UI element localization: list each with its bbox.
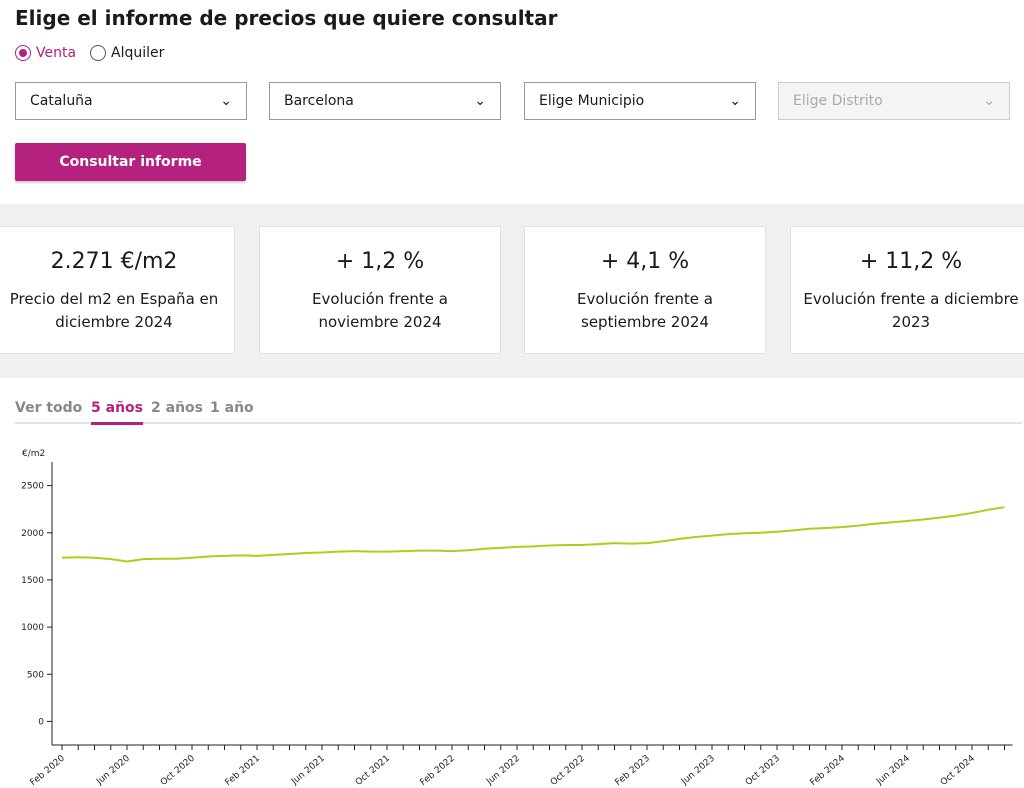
y-tick-label: 1000 <box>21 623 44 633</box>
price-line <box>61 506 1005 563</box>
select-label: Barcelona <box>284 93 354 109</box>
x-tick-label: Jun 2022 <box>484 754 522 788</box>
y-tick-label: 2000 <box>21 529 44 539</box>
y-tick-label: 0 <box>38 717 44 727</box>
chevron: ⌄ <box>729 93 741 109</box>
chevron: ⌄ <box>983 93 995 109</box>
x-tick-label: Jun 2020 <box>94 753 132 787</box>
x-tick-label: Feb 2024 <box>809 753 848 788</box>
x-tick-label: Oct 2020 <box>159 753 197 787</box>
x-tick-label: Jun 2024 <box>874 753 912 787</box>
y-axis-label: €/m2 <box>22 449 45 459</box>
x-tick-label: Oct 2023 <box>744 754 782 788</box>
x-tick-label: Jun 2023 <box>679 754 717 788</box>
tab[interactable]: 5 años <box>91 400 143 425</box>
stat-value: + 4,1 % <box>600 249 690 274</box>
x-tick-label: Oct 2022 <box>549 754 587 788</box>
select-label: Cataluña <box>30 93 93 109</box>
stat-card: + 11,2 % Evolución frente a diciembre 202… <box>790 226 1024 354</box>
radio-label: Alquiler <box>111 45 165 61</box>
stat-card: 2.271 €/m2 Precio del m2 en España en dic… <box>0 226 235 354</box>
stat-value: 2.271 €/m2 <box>50 249 178 274</box>
radio-venta[interactable]: Venta <box>15 45 76 61</box>
radio-dot <box>15 45 31 61</box>
stat-value: + 1,2 % <box>335 249 425 274</box>
chart: €/m2 0 500 1000 1500 2000 2500 Feb 2020 Jun 2020… <box>21 449 1013 788</box>
page-title: Elige el informe de precios que quiere c… <box>15 6 558 30</box>
x-tick-label: Feb 2021 <box>224 754 262 788</box>
tab[interactable]: 1 año <box>210 400 254 416</box>
x-tick-label: Feb 2023 <box>614 754 652 788</box>
tab-divider <box>15 422 1022 424</box>
select[interactable]: Barcelona ⌄ <box>269 82 501 120</box>
select[interactable]: Elige Municipio ⌄ <box>524 82 756 120</box>
stat-label: Evolución frente a noviembre 2024 <box>312 290 448 331</box>
x-tick-label: Oct 2024 <box>939 753 977 787</box>
stat-label: Precio del m2 en España en diciembre 202… <box>9 290 219 331</box>
radio-dot <box>90 45 106 61</box>
tab[interactable]: Ver todo <box>15 400 83 416</box>
stat-label: Evolución frente a diciembre 2023 <box>803 290 1019 331</box>
select-label: Elige Municipio <box>539 93 645 109</box>
submit-button[interactable]: Consultar informe <box>15 143 246 181</box>
stat-card: + 1,2 % Evolución frente a noviembre 2024 <box>259 226 501 354</box>
select[interactable]: Cataluña ⌄ <box>15 82 247 120</box>
radio-alquiler[interactable]: Alquiler <box>90 45 164 61</box>
stat-card: + 4,1 % Evolución frente a septiembre 202… <box>524 226 766 354</box>
x-tick-label: Feb 2022 <box>419 754 457 788</box>
x-tick-label: Oct 2021 <box>354 754 392 788</box>
chevron: ⌄ <box>220 93 232 109</box>
radio-label: Venta <box>36 45 77 61</box>
y-tick-label: 1500 <box>21 576 44 586</box>
x-tick-label: Feb 2020 <box>29 753 68 788</box>
x-tick-label: Jun 2021 <box>289 754 327 788</box>
y-tick-label: 500 <box>27 670 44 680</box>
select-label: Elige Distrito <box>793 93 883 109</box>
chevron: ⌄ <box>474 93 486 109</box>
stat-label: Evolución frente a septiembre 2024 <box>577 290 713 331</box>
select: Elige Distrito ⌄ <box>778 82 1010 120</box>
stat-value: + 11,2 % <box>859 249 963 274</box>
tab[interactable]: 2 años <box>151 400 203 416</box>
y-tick-label: 2500 <box>21 482 44 492</box>
